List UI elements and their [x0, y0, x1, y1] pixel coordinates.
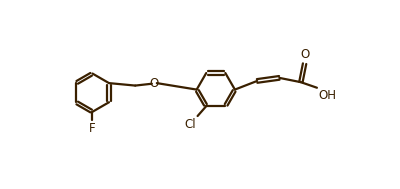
- Text: F: F: [89, 122, 96, 135]
- Text: OH: OH: [318, 89, 336, 102]
- Text: O: O: [300, 48, 310, 61]
- Text: O: O: [150, 77, 159, 90]
- Text: Cl: Cl: [184, 118, 196, 131]
